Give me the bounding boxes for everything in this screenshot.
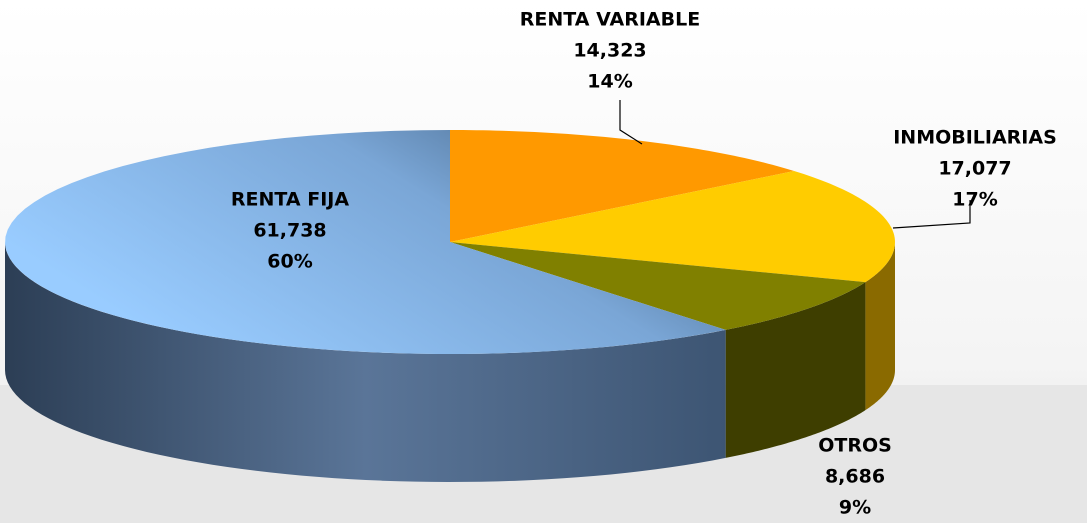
pie-slice <box>5 130 726 354</box>
pie-slice <box>450 242 866 330</box>
value-label: 14,323 <box>573 40 646 62</box>
pie-slice <box>450 130 795 242</box>
percentage-label: 14% <box>587 71 632 93</box>
value-label: 17,077 <box>938 158 1011 180</box>
pie-side <box>725 282 866 458</box>
category-label: INMOBILIARIAS <box>893 127 1057 149</box>
value-label: 8,686 <box>825 466 885 488</box>
value-label: 61,738 <box>253 220 326 242</box>
category-label: RENTA FIJA <box>231 189 349 211</box>
percentage-label: 60% <box>267 251 312 273</box>
pie-slice <box>450 170 895 283</box>
category-label: RENTA VARIABLE <box>520 9 700 31</box>
data-labels: RENTA VARIABLE 14,323 14% INMOBILIARIAS 17,0… <box>231 9 1057 519</box>
category-label: OTROS <box>818 435 892 457</box>
leader-line <box>619 100 643 145</box>
percentage-label: 9% <box>839 497 871 519</box>
leader-line <box>892 200 971 229</box>
pie-sides <box>5 242 895 482</box>
pie-side <box>865 242 895 411</box>
pie-side <box>5 242 726 482</box>
pie-tops <box>5 130 895 354</box>
percentage-label: 17% <box>952 189 997 211</box>
